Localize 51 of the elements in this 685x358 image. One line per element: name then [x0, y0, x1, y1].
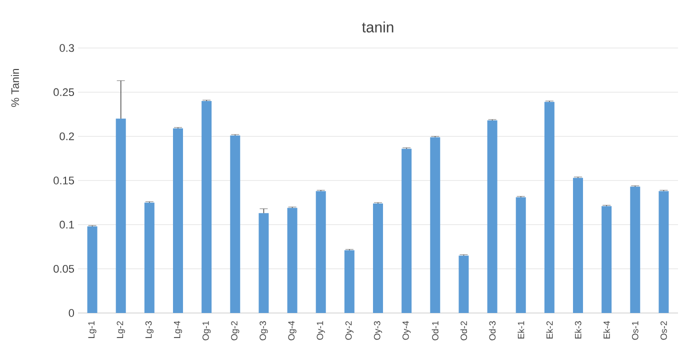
- y-tick-label: 0.1: [60, 220, 74, 229]
- bar: [173, 128, 183, 313]
- x-tick-label: Og-3: [260, 321, 268, 340]
- x-tick-label: Ek-2: [546, 321, 553, 338]
- bar: [658, 191, 669, 313]
- x-tick-label: Lg-2: [116, 321, 125, 338]
- bar: [316, 191, 326, 313]
- x-tick-label: Ek-3: [574, 321, 582, 338]
- x-tick-label: Os-2: [660, 321, 667, 340]
- bar: [87, 226, 98, 313]
- bar: [458, 256, 469, 313]
- y-tick-label: 0: [68, 309, 74, 317]
- x-tick-label: Os-1: [632, 321, 638, 340]
- x-tick-label: Lg-4: [174, 321, 182, 338]
- x-tick-label: Oy-3: [374, 321, 382, 340]
- bar: [544, 102, 554, 313]
- bar: [602, 206, 612, 313]
- x-tick-label: Ek-1: [518, 321, 524, 338]
- x-tick-label: Od-2: [460, 321, 468, 340]
- y-tick-label: 0.2: [60, 132, 74, 140]
- x-tick-label: Og-4: [288, 321, 296, 340]
- bar: [258, 213, 269, 313]
- bar: [630, 186, 640, 313]
- x-tick-label: Oy-2: [345, 321, 354, 340]
- y-tick-label: 0.25: [54, 88, 74, 96]
- bar: [516, 197, 526, 313]
- bar: [430, 137, 440, 313]
- bar: [344, 250, 354, 313]
- bar: [573, 178, 584, 313]
- y-tick-label: 0.05: [54, 264, 74, 273]
- x-tick-label: Oy-4: [402, 321, 411, 340]
- x-tick-label: Og-2: [231, 321, 240, 340]
- chart-title: tanin: [362, 22, 394, 32]
- x-tick-label: Od-3: [488, 321, 496, 340]
- bar: [144, 202, 154, 313]
- bar: [116, 118, 126, 313]
- bar: [287, 208, 298, 313]
- y-tick-label: 0.15: [54, 176, 74, 184]
- bar: [402, 148, 412, 313]
- x-tick-label: Ek-4: [603, 321, 610, 338]
- x-tick-label: Od-1: [432, 321, 438, 340]
- x-tick-label: Oy-1: [316, 321, 325, 340]
- x-tick-label: Lg-3: [145, 321, 154, 338]
- bar: [487, 120, 498, 313]
- y-tick-label: 0.3: [60, 44, 74, 52]
- y-axis-title: % Tanin: [10, 68, 20, 107]
- x-tick-label: Og-1: [202, 321, 211, 340]
- bar: [230, 135, 240, 313]
- x-tick-label: Lg-1: [88, 321, 96, 338]
- bar: [202, 100, 212, 313]
- bar: [373, 203, 384, 313]
